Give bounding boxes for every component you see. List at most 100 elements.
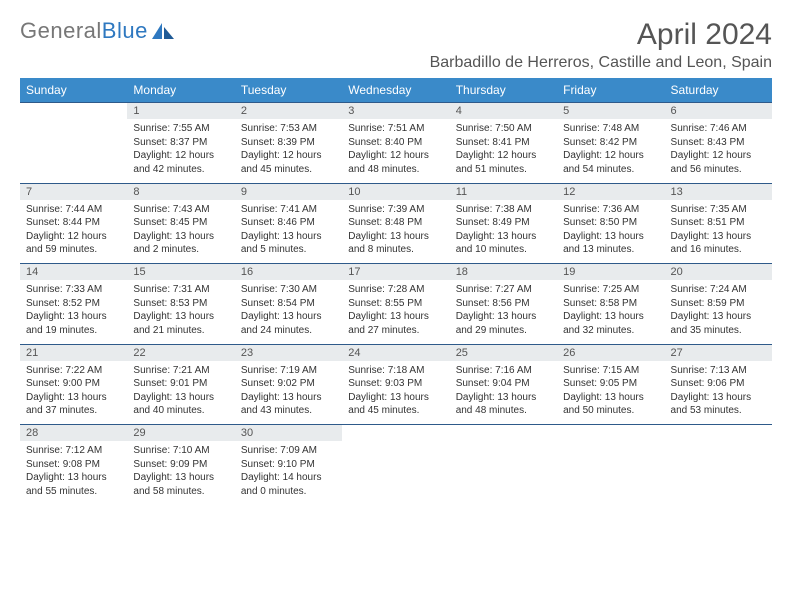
daylight-line1: Daylight: 13 hours bbox=[671, 310, 766, 324]
day-cell: Sunrise: 7:24 AMSunset: 8:59 PMDaylight:… bbox=[665, 280, 772, 344]
day-cell: Sunrise: 7:10 AMSunset: 9:09 PMDaylight:… bbox=[127, 441, 234, 505]
day-cell: Sunrise: 7:39 AMSunset: 8:48 PMDaylight:… bbox=[342, 200, 449, 264]
daylight-line2: and 48 minutes. bbox=[456, 404, 551, 418]
title-block: April 2024 Barbadillo de Herreros, Casti… bbox=[430, 18, 772, 72]
daylight-line1: Daylight: 12 hours bbox=[563, 149, 658, 163]
day-cell: Sunrise: 7:12 AMSunset: 9:08 PMDaylight:… bbox=[20, 441, 127, 505]
day-cell bbox=[557, 441, 664, 505]
day-number: 6 bbox=[665, 103, 772, 120]
day-number: 16 bbox=[235, 264, 342, 281]
daylight-line2: and 32 minutes. bbox=[563, 324, 658, 338]
daylight-line1: Daylight: 12 hours bbox=[133, 149, 228, 163]
day-cell: Sunrise: 7:18 AMSunset: 9:03 PMDaylight:… bbox=[342, 361, 449, 425]
daylight-line2: and 2 minutes. bbox=[133, 243, 228, 257]
sunrise-text: Sunrise: 7:27 AM bbox=[456, 283, 551, 297]
day-number: 9 bbox=[235, 183, 342, 200]
daylight-line1: Daylight: 13 hours bbox=[563, 391, 658, 405]
day-cell: Sunrise: 7:28 AMSunset: 8:55 PMDaylight:… bbox=[342, 280, 449, 344]
daylight-line2: and 55 minutes. bbox=[26, 485, 121, 499]
sunset-text: Sunset: 8:44 PM bbox=[26, 216, 121, 230]
sunrise-text: Sunrise: 7:22 AM bbox=[26, 364, 121, 378]
day-number: 23 bbox=[235, 344, 342, 361]
day-cell bbox=[665, 441, 772, 505]
sunset-text: Sunset: 9:09 PM bbox=[133, 458, 228, 472]
sunset-text: Sunset: 8:39 PM bbox=[241, 136, 336, 150]
daylight-line1: Daylight: 12 hours bbox=[456, 149, 551, 163]
day-cell: Sunrise: 7:38 AMSunset: 8:49 PMDaylight:… bbox=[450, 200, 557, 264]
sunset-text: Sunset: 9:04 PM bbox=[456, 377, 551, 391]
sunrise-text: Sunrise: 7:50 AM bbox=[456, 122, 551, 136]
day-number: 8 bbox=[127, 183, 234, 200]
sunset-text: Sunset: 9:03 PM bbox=[348, 377, 443, 391]
daylight-line2: and 43 minutes. bbox=[241, 404, 336, 418]
daylight-line2: and 59 minutes. bbox=[26, 243, 121, 257]
sunrise-text: Sunrise: 7:30 AM bbox=[241, 283, 336, 297]
day-number: 24 bbox=[342, 344, 449, 361]
day-cell: Sunrise: 7:33 AMSunset: 8:52 PMDaylight:… bbox=[20, 280, 127, 344]
day-cell: Sunrise: 7:43 AMSunset: 8:45 PMDaylight:… bbox=[127, 200, 234, 264]
daylight-line2: and 45 minutes. bbox=[241, 163, 336, 177]
day-number: 25 bbox=[450, 344, 557, 361]
sunset-text: Sunset: 9:01 PM bbox=[133, 377, 228, 391]
sunrise-text: Sunrise: 7:35 AM bbox=[671, 203, 766, 217]
day-number: 27 bbox=[665, 344, 772, 361]
content-row: Sunrise: 7:12 AMSunset: 9:08 PMDaylight:… bbox=[20, 441, 772, 505]
daynum-row: 282930 bbox=[20, 425, 772, 442]
daylight-line2: and 51 minutes. bbox=[456, 163, 551, 177]
sunrise-text: Sunrise: 7:41 AM bbox=[241, 203, 336, 217]
day-number: 14 bbox=[20, 264, 127, 281]
sunrise-text: Sunrise: 7:19 AM bbox=[241, 364, 336, 378]
sunrise-text: Sunrise: 7:39 AM bbox=[348, 203, 443, 217]
sunrise-text: Sunrise: 7:16 AM bbox=[456, 364, 551, 378]
day-cell: Sunrise: 7:15 AMSunset: 9:05 PMDaylight:… bbox=[557, 361, 664, 425]
weekday-header: Monday bbox=[127, 78, 234, 103]
sunset-text: Sunset: 8:50 PM bbox=[563, 216, 658, 230]
day-number: 28 bbox=[20, 425, 127, 442]
daynum-row: 123456 bbox=[20, 103, 772, 120]
day-number: 2 bbox=[235, 103, 342, 120]
daylight-line1: Daylight: 13 hours bbox=[241, 230, 336, 244]
content-row: Sunrise: 7:22 AMSunset: 9:00 PMDaylight:… bbox=[20, 361, 772, 425]
daylight-line1: Daylight: 13 hours bbox=[456, 391, 551, 405]
content-row: Sunrise: 7:55 AMSunset: 8:37 PMDaylight:… bbox=[20, 119, 772, 183]
daylight-line1: Daylight: 12 hours bbox=[348, 149, 443, 163]
day-cell: Sunrise: 7:44 AMSunset: 8:44 PMDaylight:… bbox=[20, 200, 127, 264]
content-row: Sunrise: 7:33 AMSunset: 8:52 PMDaylight:… bbox=[20, 280, 772, 344]
sunset-text: Sunset: 8:58 PM bbox=[563, 297, 658, 311]
daylight-line2: and 35 minutes. bbox=[671, 324, 766, 338]
day-number bbox=[450, 425, 557, 442]
weekday-header: Saturday bbox=[665, 78, 772, 103]
day-cell: Sunrise: 7:19 AMSunset: 9:02 PMDaylight:… bbox=[235, 361, 342, 425]
sunrise-text: Sunrise: 7:28 AM bbox=[348, 283, 443, 297]
day-cell: Sunrise: 7:16 AMSunset: 9:04 PMDaylight:… bbox=[450, 361, 557, 425]
day-number: 10 bbox=[342, 183, 449, 200]
day-number: 5 bbox=[557, 103, 664, 120]
sunrise-text: Sunrise: 7:38 AM bbox=[456, 203, 551, 217]
daylight-line2: and 56 minutes. bbox=[671, 163, 766, 177]
day-cell: Sunrise: 7:35 AMSunset: 8:51 PMDaylight:… bbox=[665, 200, 772, 264]
sunrise-text: Sunrise: 7:55 AM bbox=[133, 122, 228, 136]
daylight-line1: Daylight: 13 hours bbox=[348, 310, 443, 324]
sunset-text: Sunset: 8:40 PM bbox=[348, 136, 443, 150]
daylight-line1: Daylight: 13 hours bbox=[26, 471, 121, 485]
daylight-line1: Daylight: 13 hours bbox=[563, 230, 658, 244]
daylight-line2: and 42 minutes. bbox=[133, 163, 228, 177]
daylight-line2: and 37 minutes. bbox=[26, 404, 121, 418]
daylight-line1: Daylight: 13 hours bbox=[241, 310, 336, 324]
daylight-line2: and 21 minutes. bbox=[133, 324, 228, 338]
day-cell: Sunrise: 7:21 AMSunset: 9:01 PMDaylight:… bbox=[127, 361, 234, 425]
day-number: 1 bbox=[127, 103, 234, 120]
day-number bbox=[20, 103, 127, 120]
daylight-line1: Daylight: 13 hours bbox=[26, 310, 121, 324]
daylight-line1: Daylight: 13 hours bbox=[563, 310, 658, 324]
day-cell: Sunrise: 7:31 AMSunset: 8:53 PMDaylight:… bbox=[127, 280, 234, 344]
weekday-header-row: SundayMondayTuesdayWednesdayThursdayFrid… bbox=[20, 78, 772, 103]
sunset-text: Sunset: 8:55 PM bbox=[348, 297, 443, 311]
sunrise-text: Sunrise: 7:31 AM bbox=[133, 283, 228, 297]
day-number: 4 bbox=[450, 103, 557, 120]
day-number: 15 bbox=[127, 264, 234, 281]
sunrise-text: Sunrise: 7:18 AM bbox=[348, 364, 443, 378]
day-cell bbox=[450, 441, 557, 505]
daylight-line1: Daylight: 13 hours bbox=[348, 230, 443, 244]
daylight-line1: Daylight: 13 hours bbox=[133, 230, 228, 244]
